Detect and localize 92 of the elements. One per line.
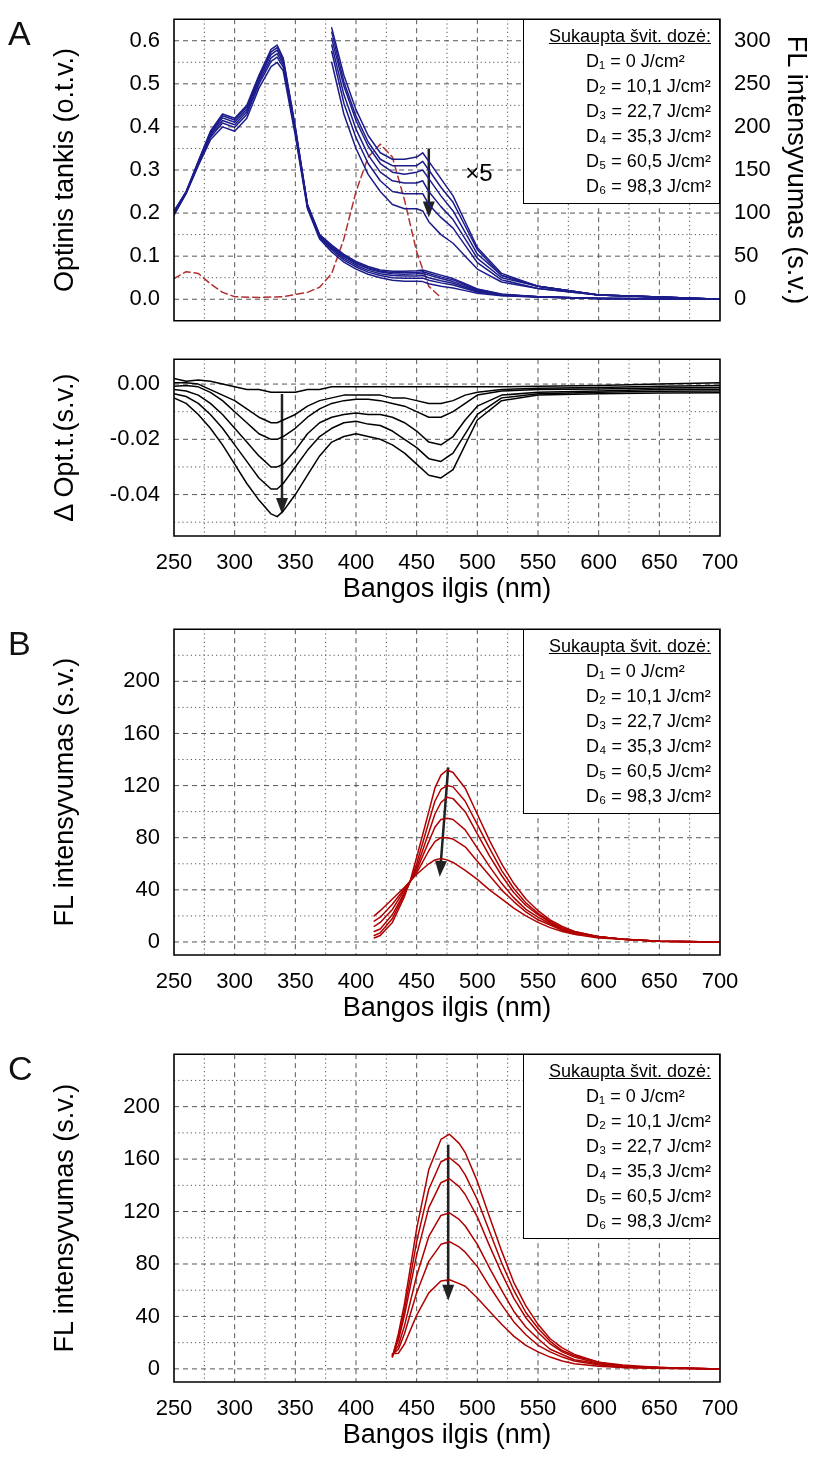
x-axis-title: Bangos ilgis (nm) <box>342 1419 552 1450</box>
y-axis-title: FL intensyvumas (s.v.) <box>48 657 79 927</box>
y-tick-label: 40 <box>135 875 160 901</box>
y-tick-label: 0.0 <box>129 285 160 311</box>
x-tick-label: 500 <box>458 549 496 575</box>
y2-tick-label: 300 <box>734 26 771 52</box>
y2-tick-label: 0 <box>734 285 747 311</box>
x-tick-label: 250 <box>155 549 193 575</box>
y-tick-label: 0.2 <box>129 199 160 225</box>
y-tick-label: 40 <box>135 1302 160 1328</box>
y-tick-label: 0.4 <box>129 112 160 138</box>
annotation: D₁ = 0 J/cm² <box>585 50 686 74</box>
y-axis-title: Δ Opt.t.(s.v.) <box>48 373 79 522</box>
y-tick-label: 120 <box>123 771 160 797</box>
x-tick-label: 550 <box>519 549 557 575</box>
x-tick-label: 650 <box>640 549 678 575</box>
x-tick-label: 250 <box>155 1395 193 1421</box>
annotation: D₂ = 10,1 J/cm² <box>585 685 711 709</box>
x-axis-title: Bangos ilgis (nm) <box>342 573 552 604</box>
x-tick-label: 500 <box>458 968 496 994</box>
annotation: D₃ = 22,7 J/cm² <box>585 710 711 734</box>
y-tick-label: 80 <box>135 1250 160 1276</box>
x-tick-label: 600 <box>580 968 618 994</box>
y-tick-label: 0.3 <box>129 156 160 182</box>
annotation: D₄ = 35,3 J/cm² <box>585 125 711 149</box>
y-tick-label: -0.04 <box>109 480 160 506</box>
annotation: ×5 <box>465 158 493 186</box>
x-tick-label: 550 <box>519 1395 557 1421</box>
y2-tick-label: 100 <box>734 199 771 225</box>
y-tick-label: 0.00 <box>117 370 160 396</box>
annotation: Sukaupta švit. dozė: <box>547 635 711 659</box>
y-tick-label: 200 <box>123 1092 160 1118</box>
annotation: D₆ = 98,3 J/cm² <box>585 175 711 199</box>
x-tick-label: 650 <box>640 1395 678 1421</box>
y-tick-label: -0.02 <box>109 425 160 451</box>
y-tick-label: 160 <box>123 719 160 745</box>
annotation: D₃ = 22,7 J/cm² <box>585 1135 711 1159</box>
x-tick-label: 450 <box>398 968 436 994</box>
annotation: D₁ = 0 J/cm² <box>585 1085 686 1109</box>
y-tick-label: 0.5 <box>129 69 160 95</box>
annotation: D₅ = 60,5 J/cm² <box>585 1185 711 1209</box>
y-tick-label: 120 <box>123 1197 160 1223</box>
annotation: D₄ = 35,3 J/cm² <box>585 1160 711 1184</box>
x-tick-label: 700 <box>701 1395 739 1421</box>
x-tick-label: 400 <box>337 549 375 575</box>
x-tick-label: 400 <box>337 968 375 994</box>
annotation: D₅ = 60,5 J/cm² <box>585 760 711 784</box>
y-tick-label: 0 <box>147 1354 160 1380</box>
x-tick-label: 450 <box>398 1395 436 1421</box>
x-tick-label: 700 <box>701 549 739 575</box>
annotation: D₁ = 0 J/cm² <box>585 660 686 684</box>
annotation: D₆ = 98,3 J/cm² <box>585 1210 711 1234</box>
y-tick-label: 160 <box>123 1145 160 1171</box>
annotation: Sukaupta švit. dozė: <box>547 1060 711 1084</box>
y-tick-label: 0.6 <box>129 26 160 52</box>
x-tick-label: 500 <box>458 1395 496 1421</box>
annotation: D₅ = 60,5 J/cm² <box>585 150 711 174</box>
y2-tick-label: 200 <box>734 112 771 138</box>
x-tick-label: 700 <box>701 968 739 994</box>
x-tick-label: 350 <box>276 968 314 994</box>
annotation: D₂ = 10,1 J/cm² <box>585 75 711 99</box>
x-tick-label: 250 <box>155 968 193 994</box>
y-axis-title: FL intensyvumas (s.v.) <box>48 1083 79 1353</box>
y2-tick-label: 150 <box>734 156 771 182</box>
x-tick-label: 300 <box>216 968 254 994</box>
x-tick-label: 350 <box>276 549 314 575</box>
y-tick-label: 200 <box>123 667 160 693</box>
y-tick-label: 0 <box>147 928 160 954</box>
chart-title: A <box>8 14 31 52</box>
x-axis-title: Bangos ilgis (nm) <box>342 992 552 1023</box>
annotation: D₄ = 35,3 J/cm² <box>585 735 711 759</box>
y2-tick-label: 50 <box>734 242 759 268</box>
x-tick-label: 600 <box>580 1395 618 1421</box>
x-tick-label: 600 <box>580 549 618 575</box>
y2-axis-title: FL intensyvumas (s.v.) <box>782 35 813 305</box>
annotation: D₂ = 10,1 J/cm² <box>585 1110 711 1134</box>
x-tick-label: 350 <box>276 1395 314 1421</box>
x-tick-label: 450 <box>398 549 436 575</box>
chart-title: B <box>8 624 31 662</box>
chart-title: C <box>8 1049 33 1087</box>
y-tick-label: 0.1 <box>129 242 160 268</box>
y2-tick-label: 250 <box>734 69 771 95</box>
annotation: Sukaupta švit. dozė: <box>547 25 711 49</box>
x-tick-label: 550 <box>519 968 557 994</box>
x-tick-label: 300 <box>216 549 254 575</box>
x-tick-label: 400 <box>337 1395 375 1421</box>
y-axis-title: Optinis tankis (o.t.v.) <box>48 47 79 293</box>
annotation: D₆ = 98,3 J/cm² <box>585 785 711 809</box>
x-tick-label: 300 <box>216 1395 254 1421</box>
y-tick-label: 80 <box>135 823 160 849</box>
annotation: D₃ = 22,7 J/cm² <box>585 100 711 124</box>
x-tick-label: 650 <box>640 968 678 994</box>
